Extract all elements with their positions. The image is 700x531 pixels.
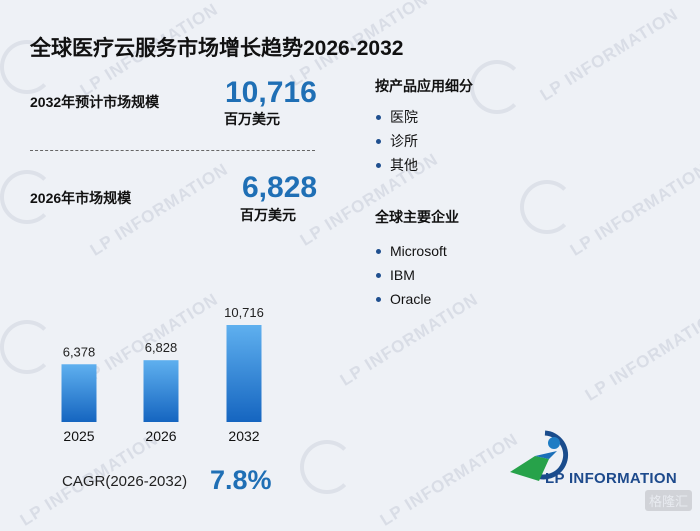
bar-chart: 6,378 2025 6,828 2026 10,716 2032 [61, 305, 264, 444]
list-item: IBM [375, 263, 447, 287]
bar-2032 [226, 325, 262, 422]
watermark-logo [470, 60, 524, 114]
current-label: 2026年市场规模 [30, 190, 132, 206]
companies-title: 全球主要企业 [375, 209, 459, 225]
current-unit: 百万美元 [240, 207, 296, 223]
divider [30, 150, 315, 151]
current-value: 6,828 [242, 171, 318, 204]
x-tick-label: 2025 [63, 428, 94, 444]
forecast-label: 2032年预计市场规模 [30, 94, 160, 110]
bar-value-label: 6,828 [145, 340, 178, 355]
corner-watermark: 格隆汇 [644, 490, 692, 511]
watermark-text: LP INFORMATION [581, 304, 700, 405]
watermark-text: LP INFORMATION [566, 159, 700, 260]
bar-2026 [143, 360, 179, 422]
bar-2025 [61, 364, 97, 422]
forecast-value: 10,716 [225, 76, 317, 109]
companies-list: Microsoft IBM Oracle [375, 239, 447, 311]
page-title: 全球医疗云服务市场增长趋势2026-2032 [30, 37, 404, 60]
cagr-label: CAGR(2026-2032) [62, 473, 188, 490]
list-item: 医院 [375, 105, 418, 129]
list-item: Oracle [375, 287, 447, 311]
list-item: 其他 [375, 153, 418, 177]
cagr-value: 7.8% [210, 465, 272, 495]
x-tick-label: 2026 [145, 428, 176, 444]
watermark-text: LP INFORMATION [536, 4, 682, 105]
list-item: Microsoft [375, 239, 447, 263]
forecast-unit: 百万美元 [224, 111, 280, 127]
bar-value-label: 6,378 [63, 344, 96, 359]
bar-value-label: 10,716 [224, 305, 264, 320]
lp-information-logo-icon [510, 430, 569, 481]
watermark-logo [520, 180, 574, 234]
brand-name: LP INFORMATION [545, 470, 677, 487]
list-item: 诊所 [375, 129, 418, 153]
segment-title: 按产品应用细分 [375, 78, 473, 94]
watermark-text: LP INFORMATION [376, 429, 522, 530]
segment-list: 医院 诊所 其他 [375, 105, 418, 177]
x-tick-label: 2032 [228, 428, 259, 444]
